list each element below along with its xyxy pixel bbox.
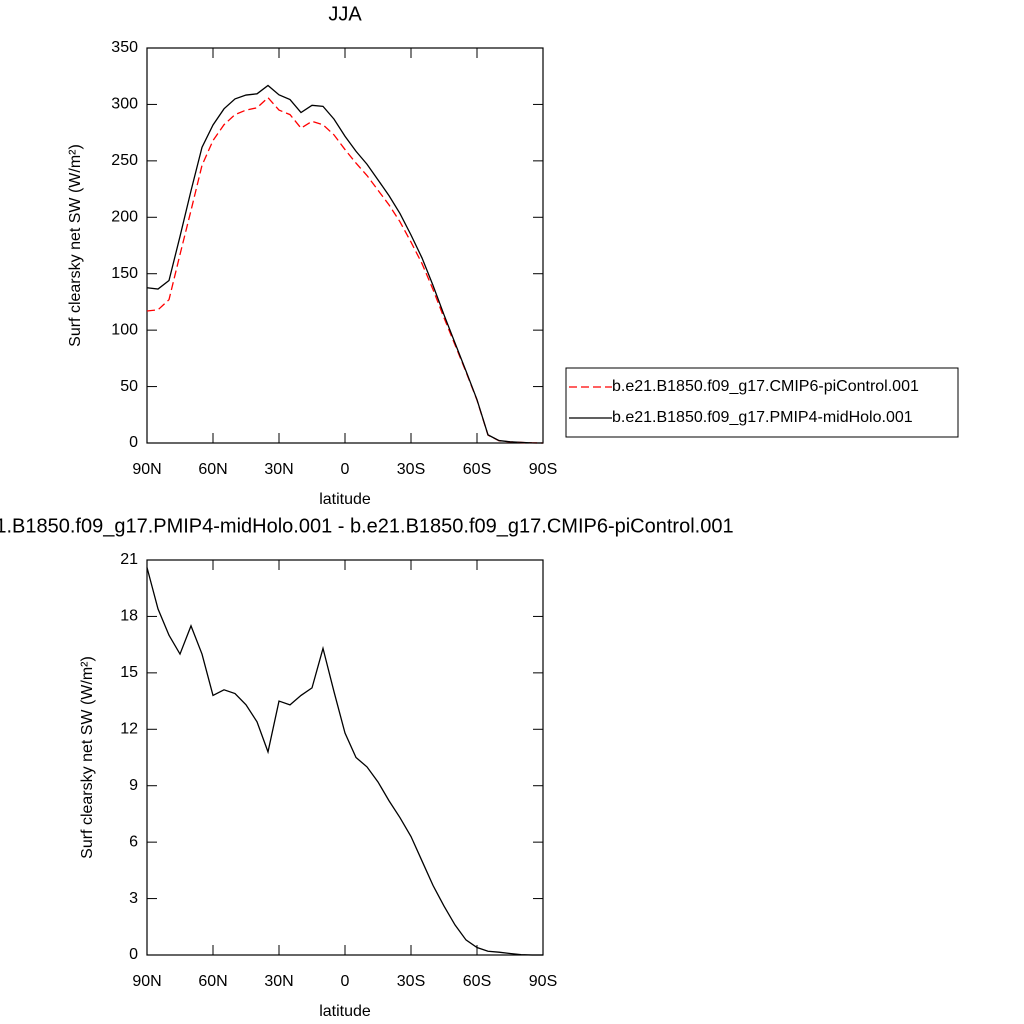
x-tick-label: 0 — [341, 461, 350, 478]
x-tick-label: 30S — [397, 461, 425, 478]
x-tick-label: 90N — [132, 973, 161, 990]
chart-title: b.e21.B1850.f09_g17.PMIP4-midHolo.001 - … — [0, 515, 734, 537]
x-tick-label: 60N — [198, 973, 227, 990]
series-line — [146, 84, 544, 444]
y-tick-label: 18 — [120, 608, 138, 625]
chart-title: JJA — [328, 3, 362, 25]
legend-box — [565, 367, 959, 438]
x-axis-label: latitude — [319, 1003, 371, 1020]
plot-frame — [146, 47, 544, 444]
x-tick-label: 60N — [198, 461, 227, 478]
y-tick-label: 250 — [111, 152, 138, 169]
x-tick-label: 90S — [529, 461, 557, 478]
y-axis-label: Surf clearsky net SW (W/m²) — [79, 656, 96, 859]
x-tick-label: 90N — [132, 461, 161, 478]
y-tick-label: 350 — [111, 39, 138, 56]
y-tick-label: 50 — [120, 378, 138, 395]
legend-label: b.e21.B1850.f09_g17.CMIP6-piControl.001 — [612, 378, 919, 395]
x-tick-label: 60S — [463, 461, 491, 478]
y-tick-label: 0 — [129, 434, 138, 451]
x-axis-label: latitude — [319, 491, 371, 508]
y-tick-label: 12 — [120, 721, 138, 738]
series-line — [146, 96, 544, 444]
x-tick-label: 0 — [341, 973, 350, 990]
y-tick-label: 6 — [129, 833, 138, 850]
plot-frame — [146, 559, 544, 956]
x-tick-label: 90S — [529, 973, 557, 990]
x-tick-label: 30S — [397, 973, 425, 990]
y-tick-label: 200 — [111, 209, 138, 226]
y-tick-label: 15 — [120, 664, 138, 681]
y-tick-label: 21 — [120, 551, 138, 568]
y-tick-label: 100 — [111, 321, 138, 338]
y-tick-label: 0 — [129, 946, 138, 963]
y-tick-label: 150 — [111, 265, 138, 282]
y-tick-label: 300 — [111, 96, 138, 113]
y-axis-label: Surf clearsky net SW (W/m²) — [67, 144, 84, 347]
x-tick-label: 60S — [463, 973, 491, 990]
series-line — [146, 567, 543, 956]
x-tick-label: 30N — [264, 461, 293, 478]
x-tick-label: 30N — [264, 973, 293, 990]
legend-label: b.e21.B1850.f09_g17.PMIP4-midHolo.001 — [612, 409, 913, 426]
y-tick-label: 9 — [129, 777, 138, 794]
y-tick-label: 3 — [129, 890, 138, 907]
